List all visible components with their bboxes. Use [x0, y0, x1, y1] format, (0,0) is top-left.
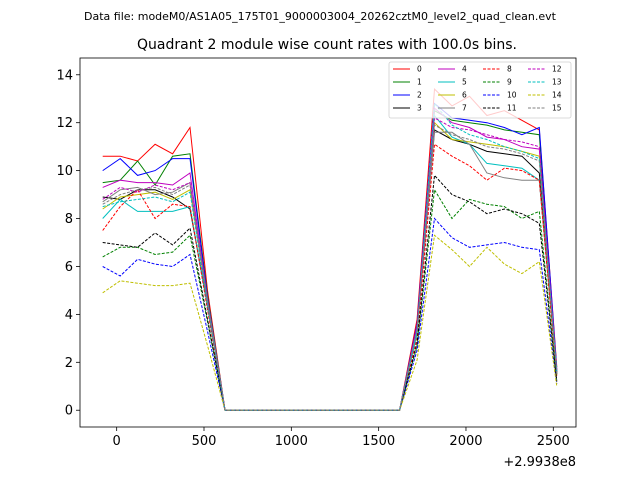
series-line-13	[102, 102, 558, 411]
legend-label-7: 7	[462, 104, 467, 113]
y-tick-label: 4	[65, 308, 73, 323]
legend-label-2: 2	[417, 91, 422, 100]
x-tick-label: 0	[113, 434, 121, 449]
series-line-15	[102, 124, 558, 411]
x-tick-label: 2500	[537, 434, 570, 449]
legend-label-9: 9	[507, 78, 512, 87]
y-tick-label: 8	[65, 212, 73, 227]
series-line-8	[102, 143, 558, 411]
legend-label-10: 10	[507, 91, 517, 100]
chart-title: Quadrant 2 module wise count rates with …	[137, 37, 517, 53]
legend-label-4: 4	[462, 65, 467, 74]
series-line-9	[102, 188, 558, 411]
legend-label-13: 13	[552, 78, 562, 87]
legend-label-15: 15	[552, 104, 562, 113]
series-line-14	[102, 234, 558, 411]
series-lines	[102, 88, 558, 411]
legend-label-8: 8	[507, 65, 512, 74]
y-tick-label: 2	[65, 356, 73, 371]
y-axis-ticks: 0 2 4 6 8 10 12 14	[56, 68, 80, 419]
y-tick-label: 12	[56, 116, 73, 131]
series-line-12	[102, 117, 558, 411]
series-line-2	[102, 102, 558, 411]
y-tick-label: 10	[56, 164, 73, 179]
y-tick-label: 0	[65, 404, 73, 419]
series-line-3	[102, 129, 558, 411]
legend-box	[388, 61, 572, 119]
x-axis-ticks: 0 500 1000 1500 2000 2500	[113, 427, 570, 449]
legend-label-3: 3	[417, 104, 422, 113]
legend-label-11: 11	[507, 104, 517, 113]
series-line-11	[102, 174, 558, 411]
series-line-4	[102, 107, 558, 411]
series-line-1	[102, 109, 558, 411]
x-tick-label: 500	[192, 434, 217, 449]
x-tick-label: 1500	[362, 434, 395, 449]
legend-label-12: 12	[552, 65, 562, 74]
x-tick-label: 1000	[275, 434, 308, 449]
legend-label-1: 1	[417, 78, 422, 87]
legend-label-0: 0	[417, 65, 422, 74]
legend-label-6: 6	[462, 91, 467, 100]
legend-label-5: 5	[462, 78, 467, 87]
figure-suptitle: Data file: modeM0/AS1A05_175T01_90000030…	[84, 10, 557, 23]
legend-label-14: 14	[552, 91, 562, 100]
series-line-7	[102, 131, 558, 411]
x-tick-label: 2000	[449, 434, 482, 449]
y-tick-label: 6	[65, 260, 73, 275]
y-tick-label: 14	[56, 68, 73, 83]
x-offset-label: +2.9938e8	[503, 455, 576, 470]
series-line-10	[102, 217, 558, 411]
plot-frame	[79, 57, 577, 428]
